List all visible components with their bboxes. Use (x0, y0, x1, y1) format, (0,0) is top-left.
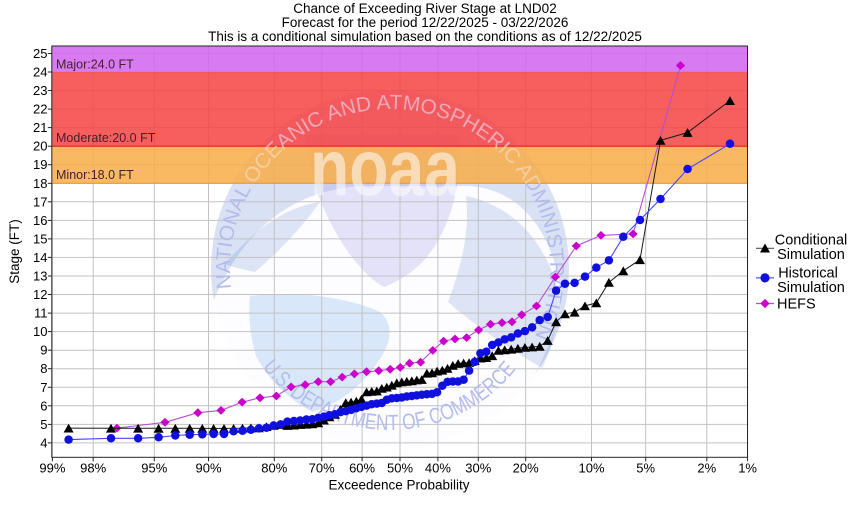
svg-text:This is a conditional simulati: This is a conditional simulation based o… (208, 29, 642, 44)
svg-text:18: 18 (33, 176, 47, 191)
svg-text:Simulation: Simulation (777, 280, 845, 296)
svg-text:Forecast for the period 12/22/: Forecast for the period 12/22/2025 - 03/… (282, 15, 569, 30)
svg-text:99%: 99% (39, 461, 65, 476)
svg-text:Minor:18.0 FT: Minor:18.0 FT (56, 168, 134, 182)
svg-text:25: 25 (33, 46, 47, 61)
svg-text:22: 22 (33, 102, 47, 117)
svg-text:Exceedence Probability: Exceedence Probability (328, 478, 469, 493)
svg-text:90%: 90% (195, 461, 221, 476)
svg-text:95%: 95% (141, 461, 167, 476)
svg-text:Chance of Exceeding River Stag: Chance of Exceeding River Stage at LND02 (293, 1, 556, 16)
svg-text:Historical: Historical (778, 266, 838, 282)
svg-text:Simulation: Simulation (777, 247, 845, 263)
svg-text:7: 7 (40, 380, 47, 395)
svg-text:10: 10 (33, 324, 47, 339)
svg-text:15: 15 (33, 231, 47, 246)
svg-text:98%: 98% (80, 461, 106, 476)
svg-text:Conditional: Conditional (775, 233, 848, 249)
svg-text:19: 19 (33, 157, 47, 172)
svg-text:50%: 50% (387, 461, 413, 476)
svg-text:noaa: noaa (310, 123, 460, 212)
svg-text:40%: 40% (425, 461, 451, 476)
svg-text:2%: 2% (697, 461, 716, 476)
svg-text:6: 6 (40, 398, 47, 413)
svg-text:12: 12 (33, 287, 47, 302)
svg-text:1%: 1% (738, 461, 757, 476)
svg-text:14: 14 (33, 250, 47, 265)
svg-text:80%: 80% (261, 461, 287, 476)
svg-text:Stage (FT): Stage (FT) (7, 219, 22, 284)
svg-text:16: 16 (33, 213, 47, 228)
svg-text:24: 24 (33, 65, 47, 80)
svg-text:9: 9 (40, 343, 47, 358)
svg-text:20%: 20% (513, 461, 539, 476)
svg-text:5: 5 (40, 417, 47, 432)
svg-text:13: 13 (33, 269, 47, 284)
svg-text:21: 21 (33, 120, 47, 135)
svg-text:70%: 70% (309, 461, 335, 476)
svg-text:Moderate:20.0 FT: Moderate:20.0 FT (56, 131, 156, 145)
svg-text:8: 8 (40, 361, 47, 376)
svg-text:23: 23 (33, 83, 47, 98)
svg-text:60%: 60% (349, 461, 375, 476)
svg-text:Major:24.0 FT: Major:24.0 FT (56, 58, 134, 72)
svg-text:10%: 10% (578, 461, 604, 476)
svg-text:17: 17 (33, 194, 47, 209)
svg-text:20: 20 (33, 139, 47, 154)
svg-text:HEFS: HEFS (777, 297, 816, 313)
svg-text:5%: 5% (636, 461, 655, 476)
svg-text:11: 11 (34, 306, 48, 321)
svg-text:4: 4 (40, 435, 47, 450)
svg-text:30%: 30% (465, 461, 491, 476)
